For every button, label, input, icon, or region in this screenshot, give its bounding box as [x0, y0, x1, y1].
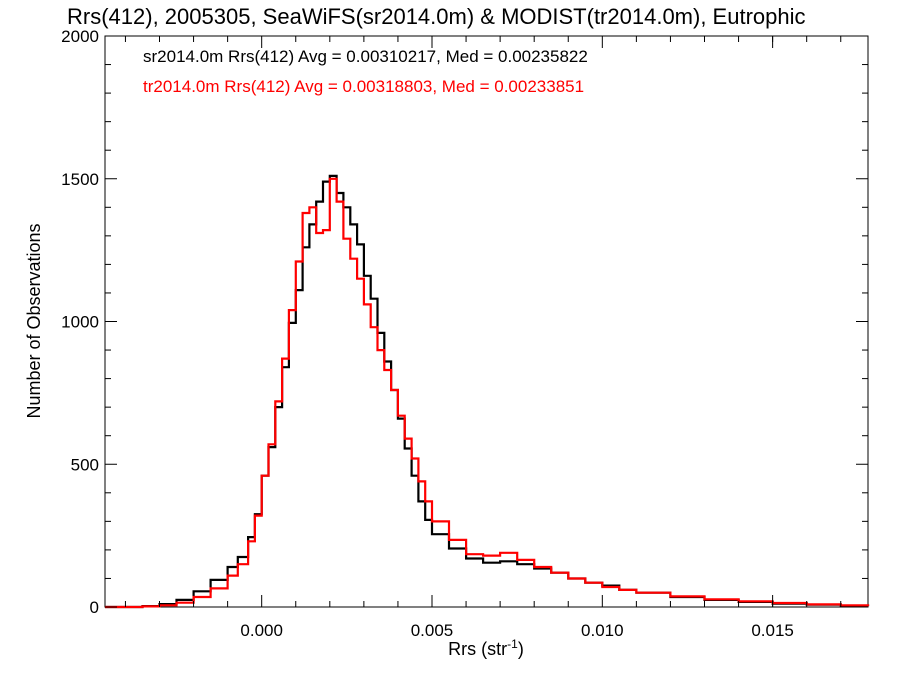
x-axis-label: Rrs (str-1) — [448, 637, 524, 659]
series-layer — [105, 174, 870, 609]
x-axis-label-text: Rrs (str — [448, 639, 507, 659]
x-tick-label: 0.010 — [581, 621, 624, 640]
x-tick-label: 0.015 — [751, 621, 794, 640]
series-line-tr2014.0m — [105, 177, 870, 609]
plot-area — [104, 35, 870, 609]
x-axis-label-sup: -1 — [507, 637, 518, 651]
y-tick-label: 1000 — [61, 313, 99, 332]
y-tick-label: 500 — [71, 455, 99, 474]
x-axis-label-end: ) — [518, 639, 524, 659]
x-tick-label: 0.000 — [240, 621, 283, 640]
y-tick-label: 1500 — [61, 170, 99, 189]
x-axis-ticks — [124, 36, 842, 607]
y-axis-tick-labels: 0 500 1000 1500 2000 — [61, 27, 99, 617]
y-axis-label: Number of Observations — [24, 223, 44, 418]
legend: sr2014.0m Rrs(412) Avg = 0.00310217, Med… — [143, 47, 588, 96]
legend-entry-tr2014: tr2014.0m Rrs(412) Avg = 0.00318803, Med… — [143, 77, 584, 96]
y-axis-ticks — [105, 35, 868, 608]
y-tick-label: 2000 — [61, 27, 99, 46]
chart-title: Rrs(412), 2005305, SeaWiFS(sr2014.0m) & … — [67, 4, 806, 29]
x-tick-label: 0.005 — [411, 621, 454, 640]
x-axis-tick-labels: 0.000 0.005 0.010 0.015 — [240, 621, 793, 640]
y-tick-label: 0 — [90, 598, 99, 617]
series-line-sr2014.0m — [105, 174, 870, 609]
legend-entry-sr2014: sr2014.0m Rrs(412) Avg = 0.00310217, Med… — [143, 47, 588, 66]
plot-frame — [104, 35, 869, 608]
